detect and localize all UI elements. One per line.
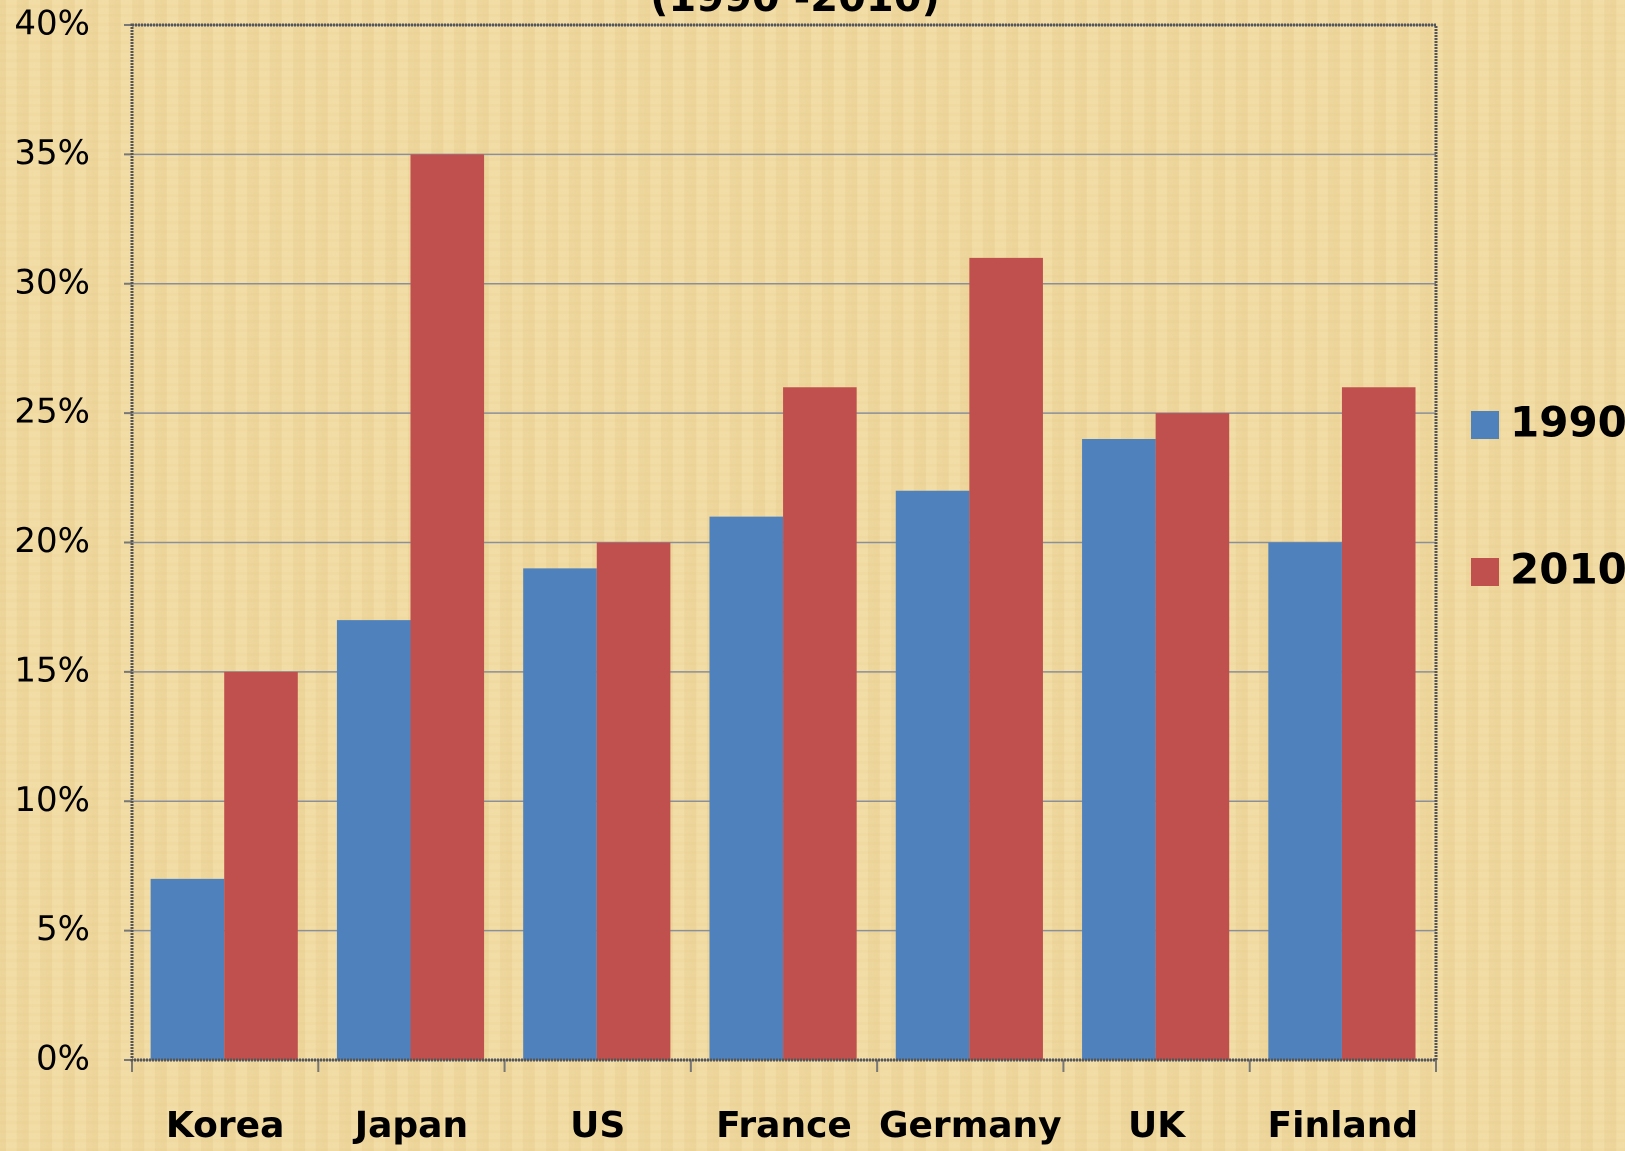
x-tick-label: Japan (352, 1105, 468, 1146)
bar (1082, 439, 1156, 1060)
y-tick-label: 20% (14, 521, 90, 561)
bar (709, 516, 784, 1060)
y-tick-label: 15% (14, 650, 90, 690)
bar (523, 568, 597, 1060)
x-tick-label: Germany (879, 1105, 1062, 1146)
bar (1155, 413, 1230, 1060)
bar (969, 257, 1043, 1060)
bar (596, 542, 671, 1060)
x-tick-label: Finland (1268, 1105, 1419, 1146)
legend-swatch (1471, 411, 1499, 439)
y-tick-label: 5% (36, 909, 90, 949)
bar (150, 878, 225, 1060)
legend-swatch (1471, 558, 1499, 586)
y-tick-label: 0% (36, 1039, 90, 1079)
chart-title: (1990 -2010) (650, 0, 940, 21)
x-tick-label: US (570, 1105, 625, 1146)
legend-label: 2010 (1510, 545, 1625, 594)
x-tick-label: France (716, 1105, 852, 1146)
bar (895, 490, 970, 1060)
bar (1341, 387, 1416, 1060)
y-tick-label: 40% (14, 4, 90, 44)
y-tick-label: 10% (14, 780, 90, 820)
x-tick-label: Korea (166, 1105, 284, 1146)
y-tick-label: 30% (14, 262, 90, 302)
x-tick-label: UK (1128, 1105, 1186, 1146)
y-tick-label: 25% (14, 392, 90, 432)
bar (1268, 542, 1342, 1060)
plot-border (130, 23, 1438, 1062)
bar (336, 620, 411, 1060)
bar (783, 387, 857, 1060)
bar (224, 671, 298, 1060)
bar (410, 154, 485, 1060)
y-tick-label: 35% (14, 133, 90, 173)
legend-label: 1990 (1510, 398, 1625, 447)
